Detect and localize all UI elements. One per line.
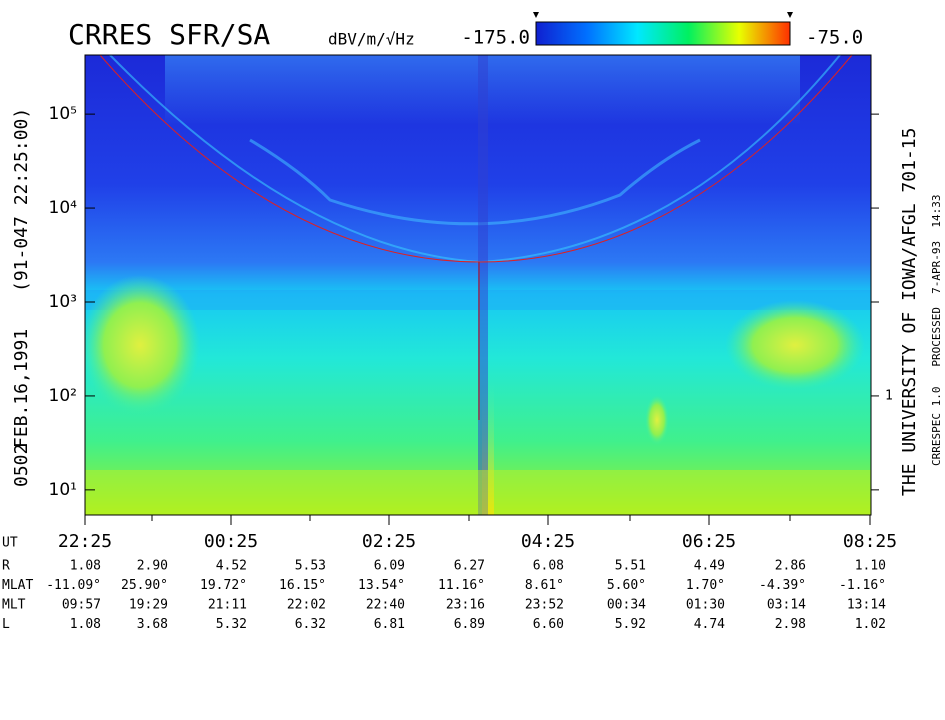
ephemeris-value: 5.32 [216,617,247,632]
data-gap [478,55,488,515]
ephemeris-value: 4.52 [216,559,247,574]
date-label: (91-047 22:25:00) [11,108,32,292]
colorbar-marker [787,12,793,18]
x-tick-label: 06:25 [682,531,736,552]
row-label: R [2,559,10,574]
emission-blob [725,300,865,390]
x-tick-label: 08:25 [843,531,897,552]
y-tick-label: 10² [49,386,77,406]
ephemeris-value: 1.10 [855,559,886,574]
emission-blob [85,275,200,415]
ephemeris-value: 03:14 [767,598,806,613]
ephemeris-value: 6.81 [374,617,405,632]
ephemeris-value: 2.98 [775,617,806,632]
ephemeris-value: 1.08 [70,559,101,574]
emission-band [85,470,871,515]
ephemeris-value: 11.16° [438,578,485,593]
plot-frame [84,54,872,516]
x-tick-label: 22:25 [58,531,112,552]
ephemeris-value: 4.49 [694,559,725,574]
ephemeris-value: 5.53 [295,559,326,574]
ephemeris-value: -11.09° [46,578,101,593]
ephemeris-value: 6.27 [454,559,485,574]
colorbar-tick-label: -75.0 [806,27,863,49]
date-label: 0502 [11,444,32,487]
ephemeris-value: 5.60° [607,578,646,593]
x-tick-label: 02:25 [362,531,416,552]
row-label: MLAT [2,578,33,593]
ephemeris-value: 23:16 [446,598,485,613]
ephemeris-value: 5.92 [615,617,646,632]
ephemeris-value: 01:30 [686,598,725,613]
chart-title: CRRES SFR/SA [68,18,270,51]
ephemeris-value: 1.08 [70,617,101,632]
cyclotron-curve [99,55,853,263]
x-tick-label: 00:25 [204,531,258,552]
emission-blob [645,395,669,445]
ephemeris-value: 2.90 [137,559,168,574]
x-axis-label: UT [2,536,18,551]
y2-tick-label: 1 [885,389,893,404]
ephemeris-value: 22:40 [366,598,405,613]
ephemeris-value: 6.09 [374,559,405,574]
ephemeris-value: 3.68 [137,617,168,632]
y-tick-label: 10⁴ [49,198,78,218]
processing-label: CRRESPEC 1.0 PROCESSED 7-APR-93 14:33 [930,194,943,466]
y-tick-label: 10⁵ [49,104,77,124]
ephemeris-value: 13.54° [358,578,405,593]
emission-arc [249,138,701,226]
y-tick-label: 10³ [49,292,77,312]
ephemeris-value: 23:52 [525,598,564,613]
ephemeris-value: 8.61° [525,578,564,593]
ephemeris-value: 19.72° [200,578,247,593]
colorbar-label: dBV/m/√Hz [328,30,415,49]
date-label: FEB.16,1991 [11,329,32,448]
ephemeris-value: 4.74 [694,617,725,632]
ephemeris-value: 00:34 [607,598,646,613]
colorbar-marker [533,12,539,18]
x-tick-label: 04:25 [521,531,575,552]
institution-label: THE UNIVERSITY OF IOWA/AFGL 701-15 [899,128,920,496]
ephemeris-value: 22:02 [287,598,326,613]
ephemeris-value: 25.90° [121,578,168,593]
ephemeris-value: 5.51 [615,559,646,574]
ephemeris-value: 6.60 [533,617,564,632]
ephemeris-value: 19:29 [129,598,168,613]
ephemeris-value: 21:11 [208,598,247,613]
ephemeris-value: 09:57 [62,598,101,613]
colorbar [535,21,791,46]
row-label: L [2,617,10,632]
ephemeris-value: 1.02 [855,617,886,632]
y-tick-label: 10¹ [49,480,77,500]
ephemeris-value: 13:14 [847,598,886,613]
ephemeris-value: 6.08 [533,559,564,574]
ephemeris-value: 6.89 [454,617,485,632]
ephemeris-value: 6.32 [295,617,326,632]
ephemeris-value: -4.39° [759,578,806,593]
row-label: MLT [2,598,26,613]
ephemeris-value: -1.16° [839,578,886,593]
ephemeris-value: 1.70° [686,578,725,593]
spectrogram [85,55,871,515]
colorbar-tick-label: -175.0 [461,27,530,49]
ephemeris-value: 16.15° [279,578,326,593]
ephemeris-value: 2.86 [775,559,806,574]
